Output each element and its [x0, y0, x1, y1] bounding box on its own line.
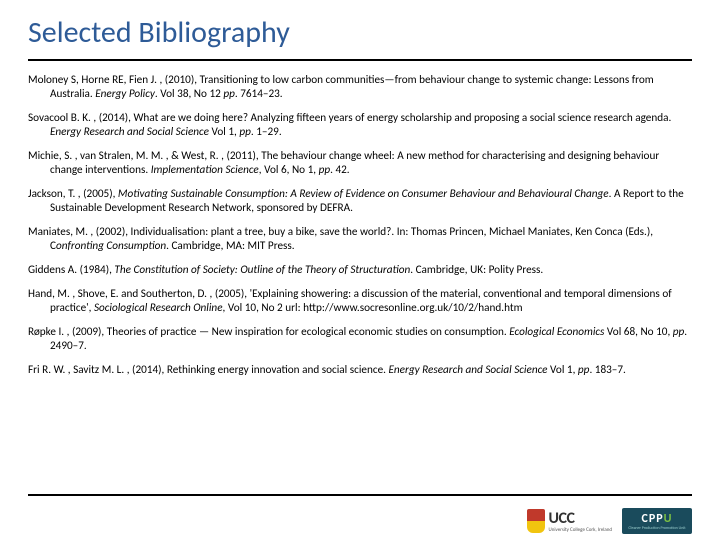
ucc-abbrev: UCC: [549, 509, 612, 528]
bibliography-list: Moloney S, Horne RE, Fien J. , (2010), T…: [28, 73, 692, 377]
page-title: Selected Bibliography: [28, 14, 692, 61]
ucc-fullname: University College Cork, Ireland: [549, 528, 612, 533]
bib-entry: Hand, M. , Shove, E. and Southerton, D. …: [28, 287, 692, 315]
cppu-fullname: Cleaner Production Promotion Unit: [628, 526, 685, 531]
bib-entry: Moloney S, Horne RE, Fien J. , (2010), T…: [28, 73, 692, 101]
bib-entry: Maniates, M. , (2002), Individualisation…: [28, 225, 692, 253]
bib-entry: Sovacool B. K. , (2014), What are we doi…: [28, 111, 692, 139]
footer-divider: [28, 494, 692, 496]
bib-entry: Fri R. W. , Savitz M. L. , (2014), Rethi…: [28, 363, 692, 377]
footer-logos: UCC University College Cork, Ireland CPP…: [527, 508, 692, 534]
bib-entry: Michie, S. , van Stralen, M. M. , & West…: [28, 149, 692, 177]
bib-entry: Jackson, T. , (2005), Motivating Sustain…: [28, 187, 692, 215]
cppu-abbrev: CPPU: [642, 512, 673, 526]
cppu-logo: CPPU Cleaner Production Promotion Unit: [622, 508, 692, 534]
bib-entry: Giddens A. (1984), The Constitution of S…: [28, 263, 692, 277]
ucc-logo: UCC University College Cork, Ireland: [527, 509, 612, 533]
bib-entry: Røpke I. , (2009), Theories of practice …: [28, 325, 692, 353]
ucc-crest-icon: [527, 509, 545, 533]
